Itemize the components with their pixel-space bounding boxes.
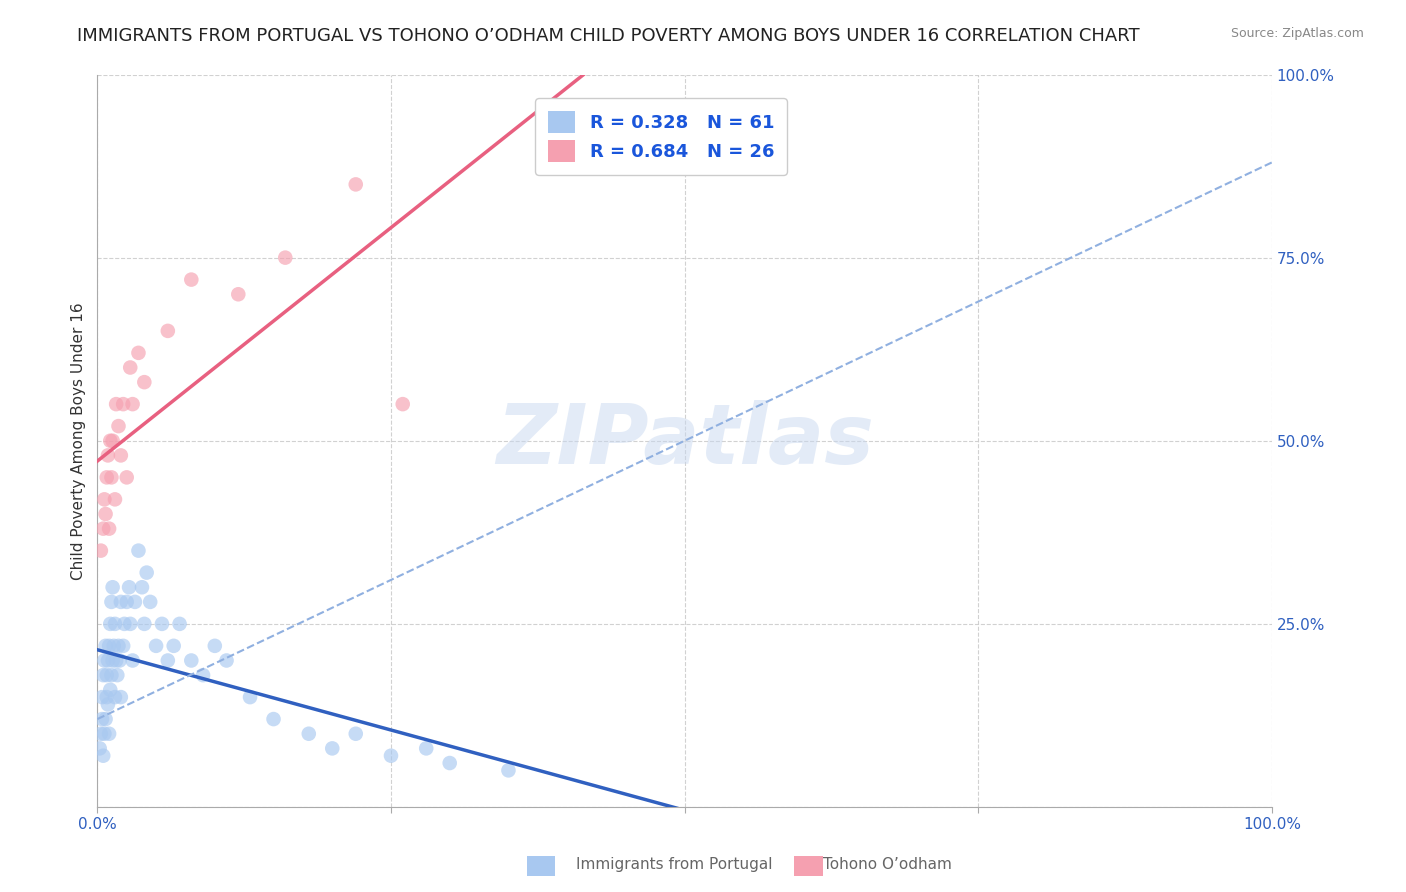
Point — [191, 668, 214, 682]
Point — [127, 346, 149, 360]
Y-axis label: Child Poverty Among Boys Under 16: Child Poverty Among Boys Under 16 — [72, 301, 86, 580]
Point — [98, 639, 121, 653]
Point — [120, 616, 142, 631]
Point — [112, 639, 135, 653]
Point — [180, 272, 202, 286]
Point — [121, 653, 143, 667]
Point — [118, 580, 141, 594]
Point — [391, 397, 413, 411]
Point — [104, 690, 127, 705]
Point — [91, 748, 114, 763]
Point — [96, 668, 118, 682]
Point — [204, 639, 226, 653]
Point — [131, 580, 153, 594]
Point — [101, 580, 124, 594]
Point — [380, 748, 402, 763]
Point — [100, 470, 122, 484]
Point — [107, 419, 129, 434]
Point — [104, 492, 127, 507]
Point — [263, 712, 285, 726]
Point — [97, 449, 120, 463]
Point — [93, 727, 115, 741]
Point — [112, 397, 135, 411]
Point — [97, 698, 120, 712]
Point — [98, 727, 121, 741]
Point — [91, 522, 114, 536]
Point — [90, 543, 112, 558]
Point — [91, 690, 114, 705]
Point — [107, 639, 129, 653]
Point — [100, 668, 122, 682]
Point — [108, 653, 131, 667]
Point — [98, 522, 121, 536]
Point — [93, 492, 115, 507]
Text: Tohono O’odham: Tohono O’odham — [823, 857, 952, 872]
Point — [105, 397, 128, 411]
Point — [135, 566, 157, 580]
Point — [100, 595, 122, 609]
Point — [89, 741, 111, 756]
Point — [215, 653, 238, 667]
Point — [156, 653, 179, 667]
Text: Immigrants from Portugal: Immigrants from Portugal — [576, 857, 773, 872]
Point — [226, 287, 249, 301]
Point — [239, 690, 262, 705]
Legend: R = 0.328   N = 61, R = 0.684   N = 26: R = 0.328 N = 61, R = 0.684 N = 26 — [536, 98, 787, 175]
Point — [124, 595, 146, 609]
Point — [134, 616, 156, 631]
Point — [163, 639, 186, 653]
Text: Source: ZipAtlas.com: Source: ZipAtlas.com — [1230, 27, 1364, 40]
Point — [110, 449, 132, 463]
Point — [139, 595, 162, 609]
Point — [156, 324, 179, 338]
Point — [90, 727, 112, 741]
Text: IMMIGRANTS FROM PORTUGAL VS TOHONO O’ODHAM CHILD POVERTY AMONG BOYS UNDER 16 COR: IMMIGRANTS FROM PORTUGAL VS TOHONO O’ODH… — [77, 27, 1140, 45]
Point — [134, 375, 156, 389]
Point — [415, 741, 437, 756]
Point — [115, 595, 138, 609]
Point — [91, 668, 114, 682]
Point — [120, 360, 142, 375]
Point — [298, 727, 321, 741]
Point — [344, 727, 367, 741]
Point — [103, 639, 125, 653]
Point — [110, 595, 132, 609]
Point — [321, 741, 343, 756]
Point — [344, 178, 367, 192]
Point — [94, 639, 117, 653]
Point — [439, 756, 461, 770]
Point — [110, 690, 132, 705]
Point — [91, 712, 114, 726]
Point — [93, 653, 115, 667]
Point — [96, 690, 118, 705]
Point — [98, 682, 121, 697]
Point — [127, 543, 149, 558]
Point — [104, 616, 127, 631]
Point — [169, 616, 191, 631]
Point — [121, 397, 143, 411]
Point — [180, 653, 202, 667]
Text: ZIPatlas: ZIPatlas — [496, 401, 873, 482]
Point — [498, 764, 520, 778]
Point — [96, 470, 118, 484]
Point — [98, 434, 121, 448]
Point — [115, 470, 138, 484]
Point — [150, 616, 173, 631]
Point — [97, 653, 120, 667]
Point — [98, 616, 121, 631]
Point — [94, 712, 117, 726]
Point — [101, 653, 124, 667]
Point — [105, 653, 128, 667]
Point — [94, 507, 117, 521]
Point — [112, 616, 135, 631]
Point — [145, 639, 167, 653]
Point — [274, 251, 297, 265]
Point — [105, 668, 128, 682]
Point — [101, 434, 124, 448]
